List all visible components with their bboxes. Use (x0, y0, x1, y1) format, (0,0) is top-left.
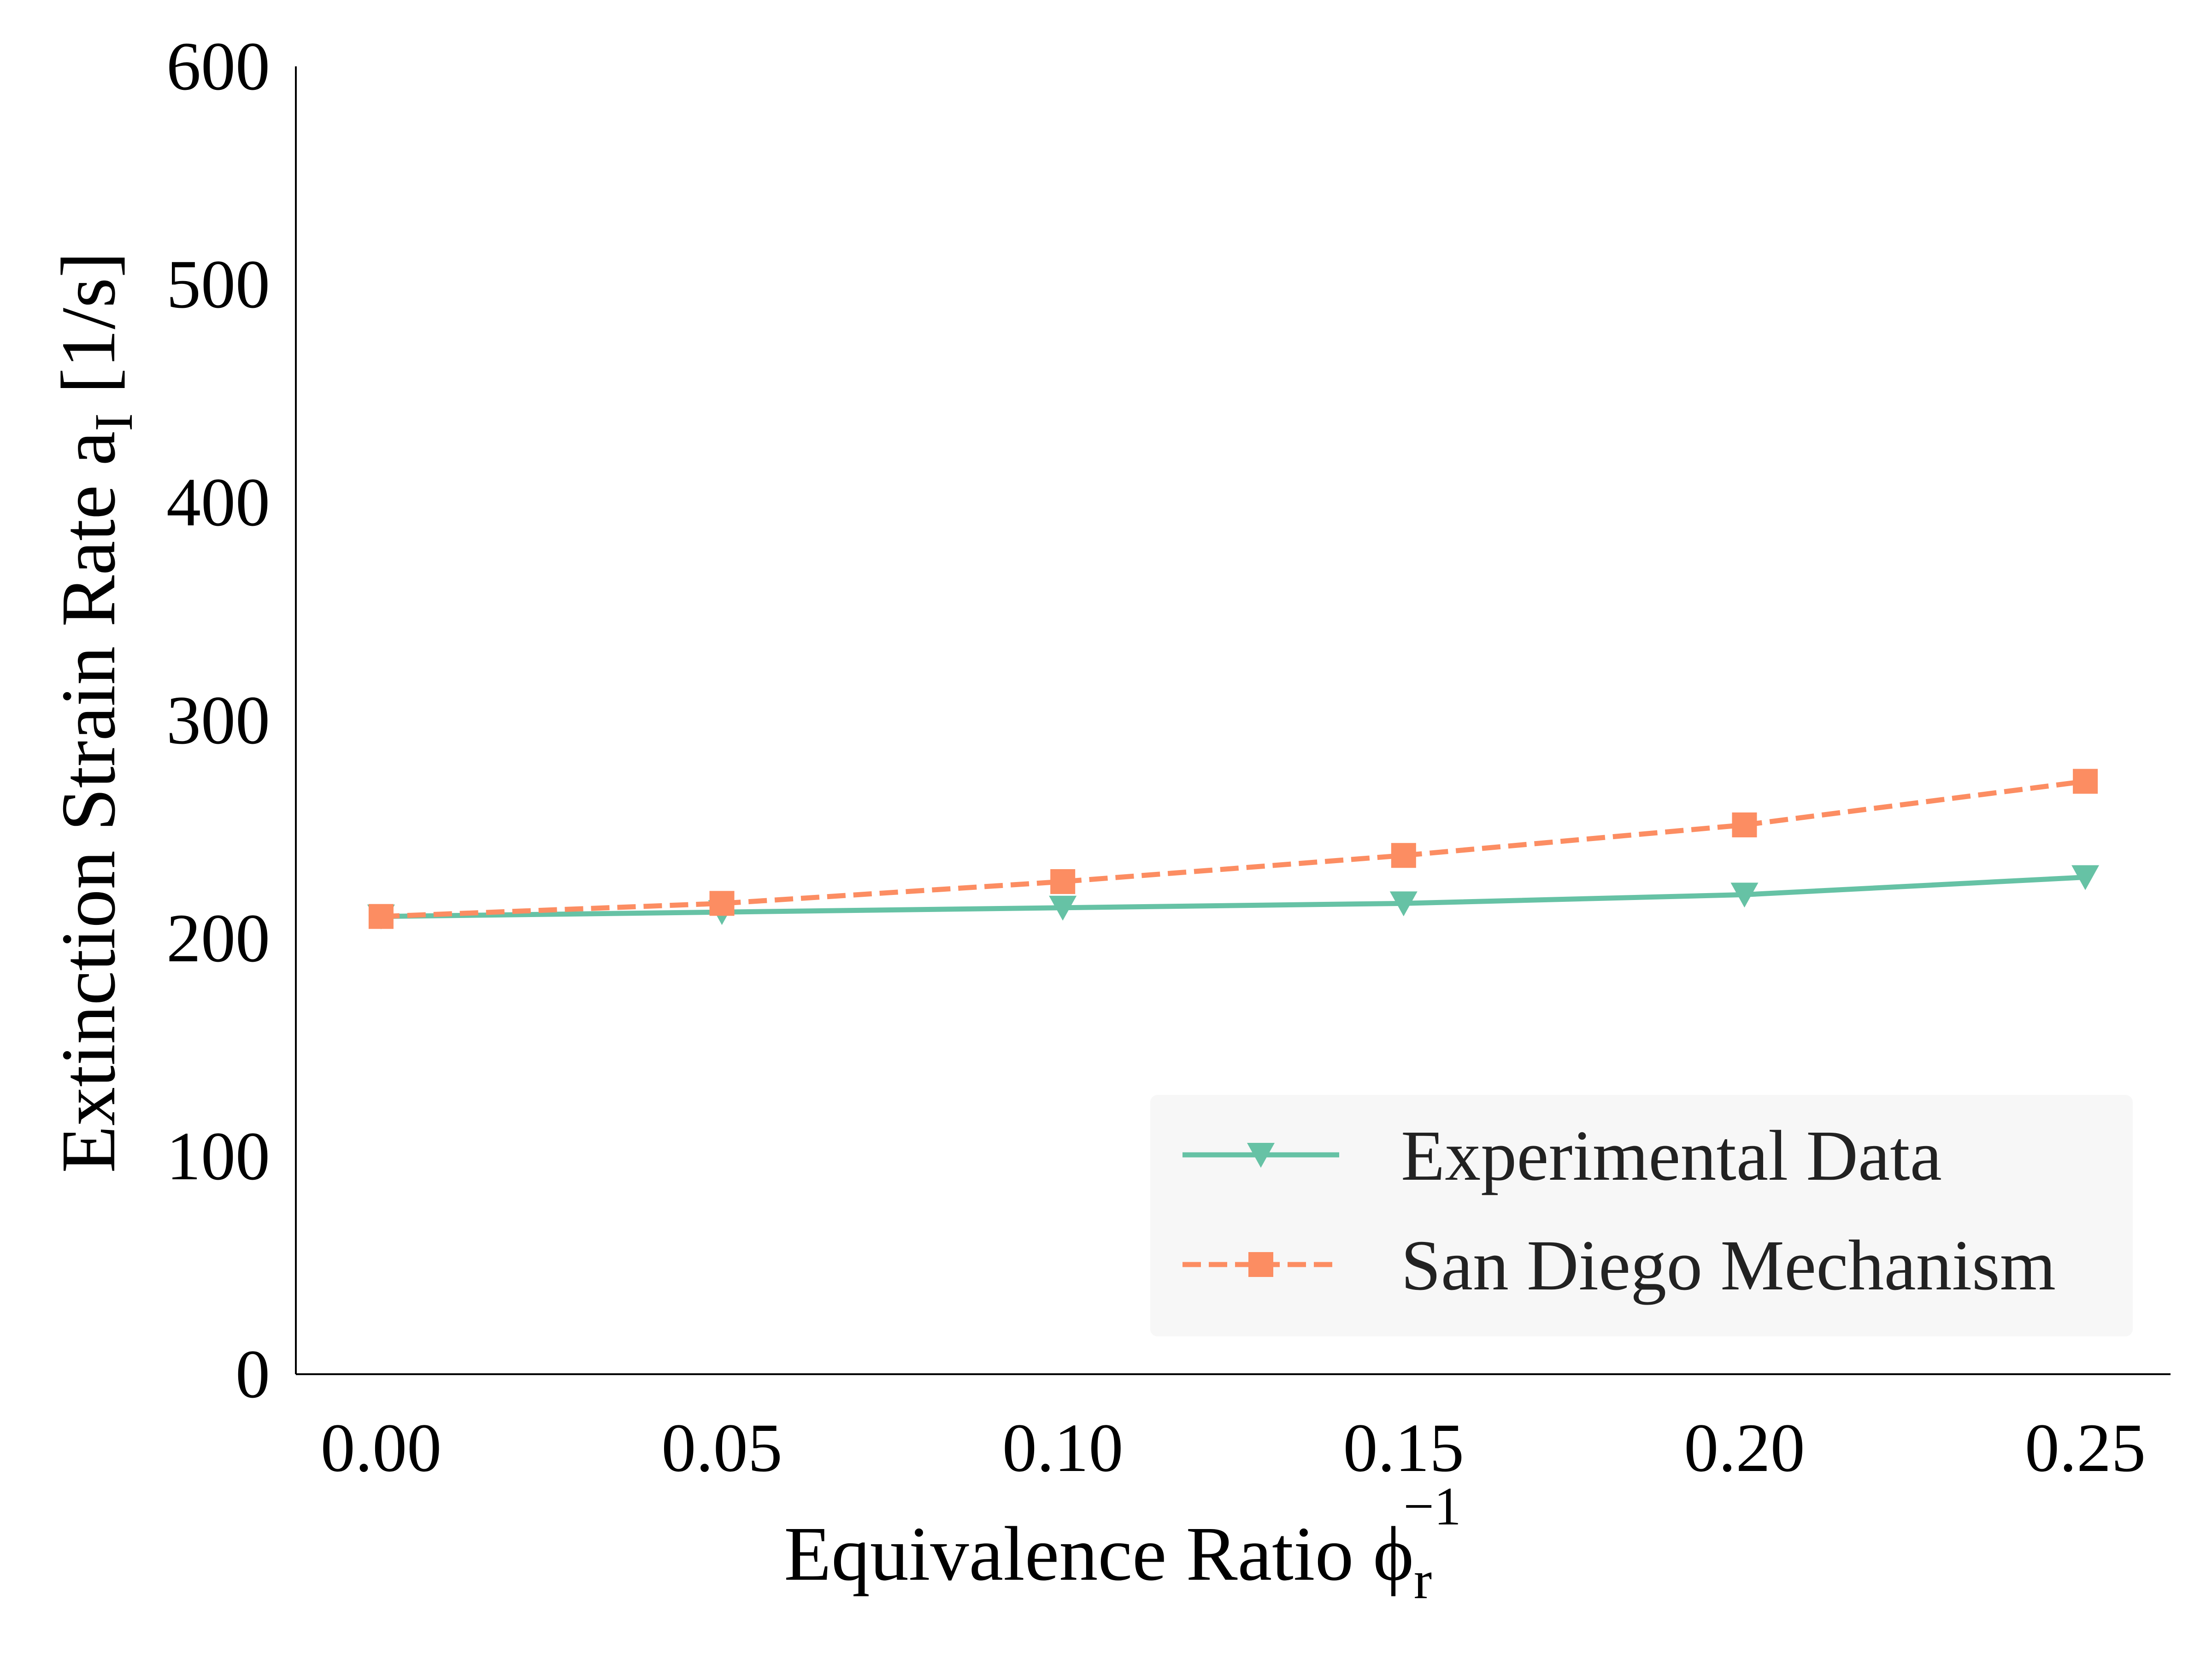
y-tick-label: 200 (166, 900, 270, 977)
data-point (1050, 869, 1076, 894)
legend-label: San Diego Mechanism (1401, 1225, 2056, 1305)
x-tick-label: 0.20 (1684, 1410, 1805, 1486)
series-1 (367, 865, 2100, 930)
axes (295, 66, 2171, 1375)
x-tick-label: 0.25 (2025, 1410, 2146, 1486)
legend-background (1150, 1095, 2133, 1336)
y-ticks: 0 100 200 300 400 500 600 (166, 28, 270, 1412)
series-layer (367, 769, 2100, 930)
x-tick-label: 0.15 (1343, 1410, 1465, 1486)
data-point (1730, 882, 1759, 908)
data-point (1732, 812, 1757, 838)
legend-entry: San Diego Mechanism (1182, 1225, 2056, 1305)
y-tick-label: 0 (235, 1336, 270, 1412)
data-point (709, 891, 735, 916)
x-axis-title-sub: r (1414, 1550, 1432, 1610)
y-tick-label: 500 (166, 246, 270, 323)
series-2 (368, 769, 2098, 929)
y-tick-label: 300 (166, 682, 270, 759)
data-point (1389, 891, 1418, 917)
data-point (1049, 895, 1077, 921)
legend-entry: Experimental Data (1182, 1116, 1942, 1195)
series-line (381, 875, 2086, 919)
y-axis-title-main: Extinction Strain Rate a (46, 431, 131, 1173)
x-axis-title: Equivalence Ratio ϕr −1 (784, 1476, 1461, 1610)
x-ticks: 0.00 0.05 0.10 0.15 0.20 0.25 (321, 1410, 2146, 1486)
y-axis-title: Extinction Strain Rate aI [1/s] (46, 252, 144, 1173)
legend-marker (1248, 1252, 1273, 1277)
data-point (1391, 843, 1416, 868)
x-tick-label: 0.00 (321, 1410, 442, 1486)
y-tick-label: 100 (166, 1118, 270, 1194)
y-tick-label: 600 (166, 28, 270, 105)
legend-label: Experimental Data (1401, 1116, 1942, 1195)
x-tick-label: 0.10 (1002, 1410, 1124, 1486)
data-point (368, 904, 394, 929)
y-axis-title-tail: [1/s] (46, 252, 131, 413)
x-tick-label: 0.05 (661, 1410, 782, 1486)
series-line (381, 778, 2086, 919)
data-point (2073, 769, 2098, 794)
legend: Experimental Data San Diego Mechanism (1150, 1095, 2133, 1336)
y-tick-label: 400 (166, 464, 270, 541)
legend-marker (1247, 1143, 1275, 1168)
x-axis-title-main: Equivalence Ratio ϕ (784, 1511, 1414, 1597)
data-point (2071, 865, 2100, 890)
x-axis-title-sup: −1 (1403, 1476, 1461, 1536)
y-axis-title-sub: I (83, 413, 144, 431)
